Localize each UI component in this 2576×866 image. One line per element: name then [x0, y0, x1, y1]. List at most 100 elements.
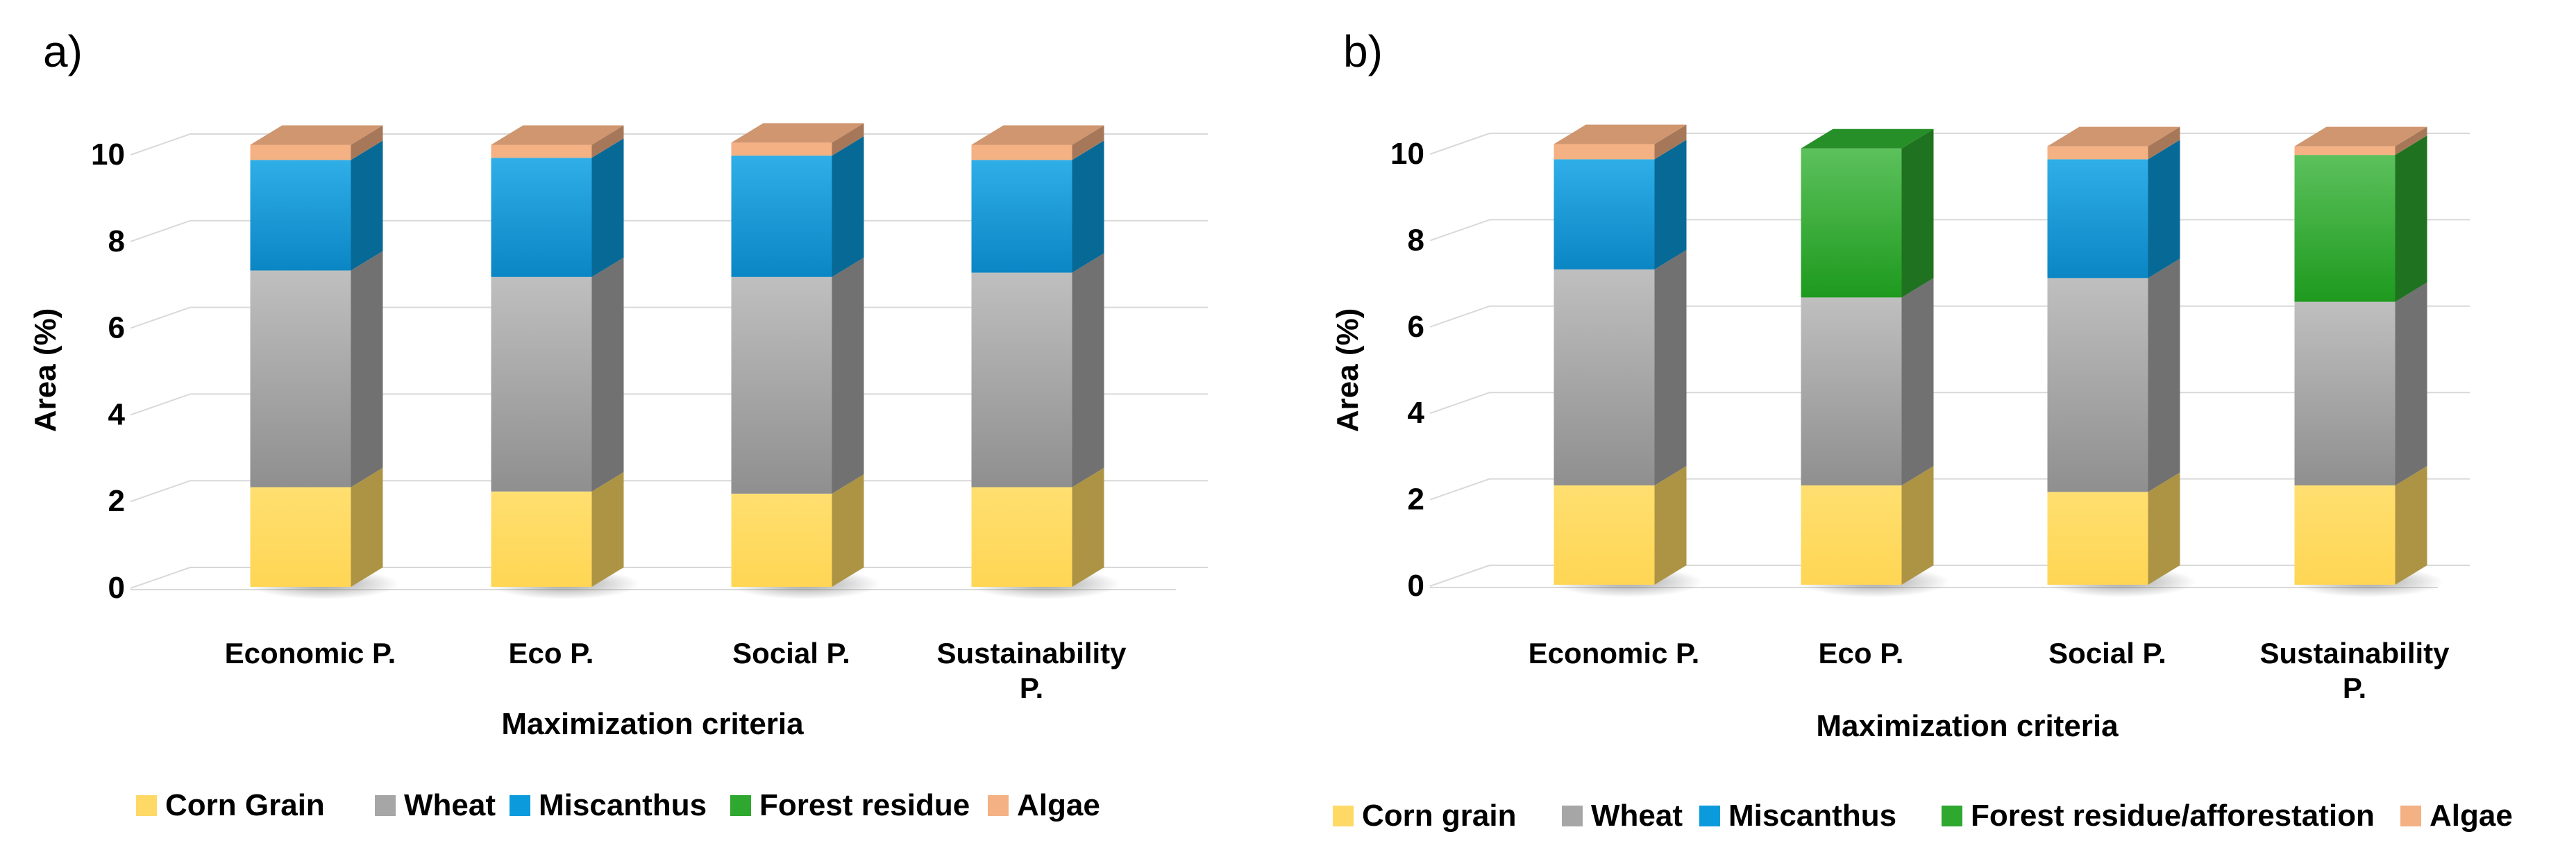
bar-corn-grain-social-p [731, 493, 832, 587]
legend: Corn Grain Wheat Miscanthus Forest residue A… [136, 788, 1100, 822]
bar-corn-grain-eco-p-side [1901, 465, 1934, 585]
bar-corn-grain-eco-p [1801, 485, 1902, 585]
y-tick-label: 6 [1408, 310, 1424, 344]
gridline-side [1429, 219, 1490, 242]
bar-stack-eco-p [1799, 128, 1950, 597]
y-axis-title: Area (%) [28, 308, 62, 433]
x-category-label: Eco P. [1819, 637, 1904, 669]
y-tick-label: 8 [1408, 223, 1424, 257]
bar-corn-grain-economic-p [250, 487, 351, 587]
legend-swatch-corn-grain [1333, 806, 1354, 826]
bar-corn-grain-sustainability-p-side [2395, 465, 2427, 585]
bar-wheat-social-p-side [832, 257, 864, 494]
bar-top-eco-p [491, 125, 624, 145]
y-tick-label: 2 [108, 484, 125, 518]
bar-miscanthus-economic-p-side [1654, 140, 1687, 269]
legend-swatch-corn-grain [136, 795, 157, 816]
bar-miscanthus-social-p [731, 156, 832, 277]
y-tick-label: 6 [108, 311, 125, 345]
x-category-label: Economic P. [1529, 637, 1700, 669]
legend-label-miscanthus: Miscanthus [539, 788, 707, 822]
legend-swatch-wheat [375, 795, 396, 816]
y-tick-label: 10 [1390, 137, 1424, 171]
bar-corn-grain-economic-p-side [351, 467, 383, 587]
bar-stack-social-p [2045, 126, 2196, 597]
bar-top-sustainability-p [971, 125, 1104, 145]
bar-miscanthus-eco-p-side [591, 138, 624, 277]
legend-label-algae: Algae [1017, 788, 1100, 822]
bar-miscanthus-sustainability-p-side [1072, 140, 1104, 273]
bar-corn-grain-eco-p-side [591, 472, 624, 587]
x-axis-title: Maximization criteria [501, 707, 804, 741]
bar-algae-eco-p-side [591, 125, 624, 158]
bar-wheat-sustainability-p-side [1072, 253, 1104, 488]
legend-swatch-forest-residue [730, 795, 751, 816]
bar-miscanthus-eco-p [491, 158, 592, 277]
y-tick-label: 4 [1408, 396, 1425, 430]
bar-stack-economic-p [248, 125, 399, 599]
bar-wheat-sustainability-p-side [2395, 282, 2427, 485]
bar-wheat-economic-p-side [351, 251, 383, 488]
gridline-side [130, 480, 191, 503]
bar-wheat-social-p [731, 276, 832, 494]
gridline-side [130, 567, 191, 589]
bar-wheat-social-p-side [2148, 258, 2180, 492]
bar-miscanthus-economic-p [250, 160, 351, 271]
bar-corn-grain-eco-p [491, 491, 592, 587]
bar-algae-social-p-side [832, 123, 864, 156]
bar-corn-grain-social-p-side [2148, 472, 2180, 585]
x-axis-title: Maximization criteria [1816, 709, 2119, 743]
bar-stack-eco-p [489, 125, 640, 599]
bar-wheat-economic-p-side [1654, 249, 1687, 485]
bar-algae-economic-p [250, 144, 351, 160]
legend-swatch-algae [2400, 806, 2421, 826]
legend-swatch-forest-residue-afforestation [1942, 806, 1962, 826]
bar-wheat-eco-p [491, 276, 592, 492]
x-category-label: Social P. [2048, 637, 2166, 669]
bar-stack-sustainability-p [2292, 126, 2443, 597]
bar-corn-grain-sustainability-p [971, 487, 1072, 587]
x-category-label: Sustainability P. [936, 637, 1127, 704]
gridline-side [130, 393, 191, 416]
legend-label-algae: Algae [2430, 799, 2513, 833]
bar-miscanthus-social-p-side [832, 136, 864, 277]
bar-stack-economic-p [1551, 124, 1703, 597]
bar-miscanthus-sustainability-p [971, 160, 1072, 273]
bar-top-social-p [2047, 126, 2180, 147]
bar-algae-economic-p [1554, 144, 1655, 160]
legend-label-miscanthus: Miscanthus [1728, 799, 1896, 833]
y-tick-label: 10 [91, 138, 125, 172]
bar-top-social-p [731, 123, 864, 143]
gridline-side [130, 133, 191, 156]
bar-algae-economic-p-side [351, 125, 383, 160]
gridline-side [130, 306, 191, 329]
bar-stack-sustainability-p [969, 125, 1120, 599]
bar-algae-social-p [2047, 146, 2148, 160]
legend-swatch-algae [988, 795, 1009, 816]
bar-corn-grain-social-p [2047, 492, 2148, 585]
bar-top-economic-p [250, 125, 383, 145]
bar-algae-sustainability-p [971, 144, 1072, 160]
gridline-side [1429, 305, 1490, 328]
bar-algae-sustainability-p [2294, 146, 2396, 156]
legend-swatch-miscanthus [510, 795, 530, 816]
bar-corn-grain-economic-p [1554, 485, 1655, 585]
y-tick-label: 2 [1408, 483, 1424, 517]
legend-label-corn-grain: Corn Grain [165, 788, 325, 822]
legend-label-forest-residue: Forest residue [759, 788, 970, 822]
bar-wheat-eco-p-side [591, 257, 624, 492]
bar-top-eco-p [1801, 128, 1934, 149]
bar-algae-sustainability-p-side [1072, 125, 1104, 160]
bar-corn-grain-sustainability-p-side [1072, 467, 1104, 587]
bar-miscanthus-social-p [2047, 159, 2148, 278]
x-category-label: Social P. [732, 637, 850, 669]
bar-top-sustainability-p [2294, 126, 2427, 147]
panel-label-a: a) [43, 26, 83, 76]
bar-wheat-eco-p [1801, 297, 1902, 485]
x-category-label: Economic P. [225, 637, 396, 669]
bar-corn-grain-sustainability-p [2294, 485, 2396, 585]
legend-label-wheat: Wheat [1591, 799, 1683, 833]
bar-algae-sustainability-p-side [2395, 126, 2427, 156]
y-tick-label: 8 [108, 224, 125, 258]
